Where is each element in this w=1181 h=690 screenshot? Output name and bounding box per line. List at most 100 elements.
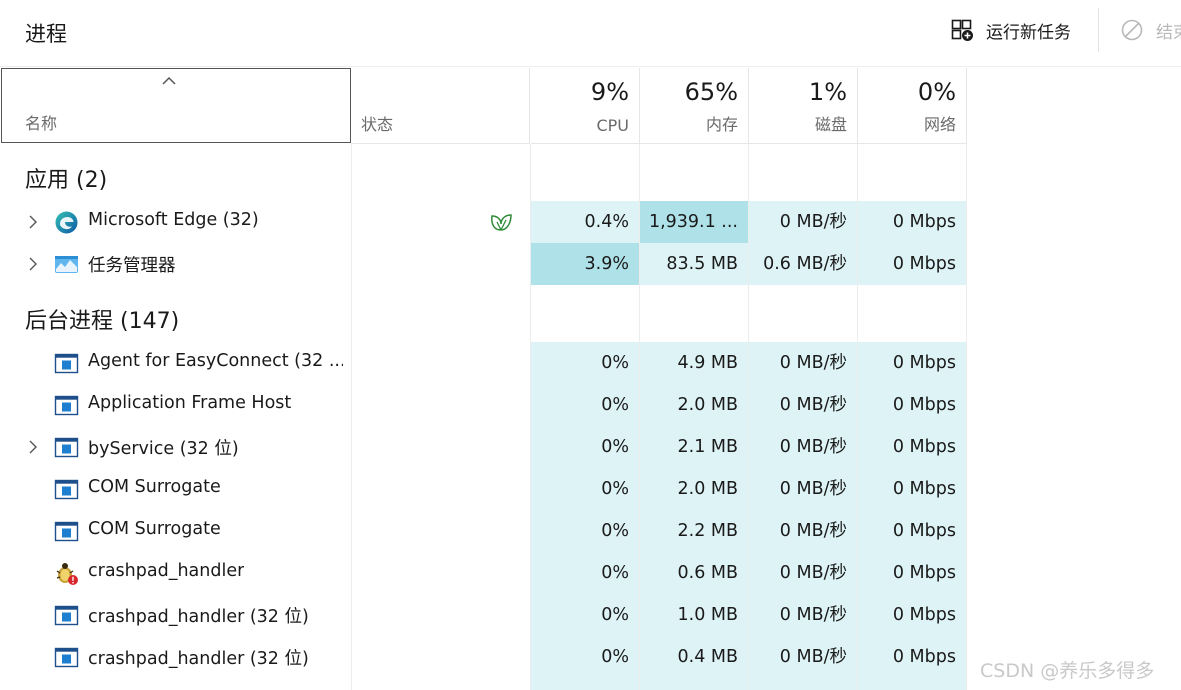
disk-cell: 0 MB/秒 bbox=[749, 201, 857, 243]
cpu-cell: 0% bbox=[601, 605, 629, 625]
column-divider bbox=[748, 144, 749, 690]
column-header-status-label: 状态 bbox=[361, 115, 394, 134]
bug-icon bbox=[56, 563, 78, 585]
page-title: 进程 bbox=[25, 22, 67, 46]
process-name: crashpad_handler (32 位) bbox=[88, 607, 309, 627]
memory-cell: 1,939.1 ... bbox=[640, 201, 748, 243]
column-header-disk-label: 磁盘 bbox=[814, 115, 847, 134]
toolbar-divider bbox=[1098, 8, 1099, 52]
network-cell: 0 Mbps bbox=[892, 647, 956, 667]
column-header-network[interactable]: 0% 网络 bbox=[858, 68, 967, 144]
network-cell: 0 Mbps bbox=[892, 563, 956, 583]
column-divider bbox=[530, 144, 531, 690]
column-header-network-label: 网络 bbox=[923, 115, 956, 134]
memory-cell: 0.4 MB bbox=[677, 647, 739, 667]
column-divider bbox=[966, 144, 967, 690]
cpu-cell: 0% bbox=[601, 395, 629, 415]
watermark: CSDN @养乐多得多 bbox=[980, 660, 1155, 682]
column-header-disk[interactable]: 1% 磁盘 bbox=[749, 68, 858, 144]
process-row[interactable]: COM Surrogate 0% 2.2 MB 0 MB/秒 0 Mbps bbox=[0, 510, 1181, 552]
group-header-background[interactable]: 后台进程 (147) bbox=[25, 309, 180, 334]
window-app-icon bbox=[54, 647, 79, 668]
disk-cell: 0.6 MB/秒 bbox=[749, 243, 857, 285]
run-new-task-button[interactable]: 运行新任务 bbox=[950, 16, 1071, 44]
disk-cell: 0 MB/秒 bbox=[779, 437, 847, 457]
group-header-apps[interactable]: 应用 (2) bbox=[25, 168, 108, 193]
disk-cell: 0 MB/秒 bbox=[779, 353, 847, 373]
memory-column-heat bbox=[640, 342, 748, 690]
column-header-cpu-label: CPU bbox=[596, 116, 629, 135]
column-divider bbox=[857, 144, 858, 690]
disk-cell: 0 MB/秒 bbox=[779, 521, 847, 541]
cpu-cell: 0% bbox=[601, 521, 629, 541]
window-app-icon bbox=[54, 521, 79, 542]
network-cell: 0 Mbps bbox=[892, 395, 956, 415]
column-header-name-label: 名称 bbox=[25, 114, 58, 133]
process-row[interactable]: crashpad_handler (32 位) 0% 1.0 MB 0 MB/秒… bbox=[0, 594, 1181, 636]
process-row[interactable]: COM Surrogate 0% 2.0 MB 0 MB/秒 0 Mbps bbox=[0, 468, 1181, 510]
chevron-right-icon[interactable] bbox=[27, 439, 39, 455]
end-task-button[interactable]: 结束 bbox=[1120, 16, 1181, 44]
network-cell: 0 Mbps bbox=[858, 243, 966, 285]
efficiency-leaf-icon bbox=[491, 214, 512, 231]
network-total-percent: 0% bbox=[917, 78, 956, 106]
process-row[interactable]: crashpad_handler 0% 0.6 MB 0 MB/秒 0 Mbps bbox=[0, 552, 1181, 594]
task-manager-icon bbox=[55, 256, 78, 273]
column-header-status[interactable]: 状态 bbox=[351, 68, 530, 144]
memory-cell: 0.6 MB bbox=[677, 563, 739, 583]
window-app-icon bbox=[54, 437, 79, 458]
cpu-cell: 0% bbox=[601, 437, 629, 457]
process-row[interactable]: Microsoft Edge (32) 0.4% 1,939.1 ... 0 M… bbox=[0, 201, 1181, 243]
column-header-memory[interactable]: 65% 内存 bbox=[640, 68, 749, 144]
chevron-right-icon[interactable] bbox=[27, 214, 39, 230]
process-row[interactable]: Agent for EasyConnect (32 ... 0% 4.9 MB … bbox=[0, 342, 1181, 384]
column-header-name[interactable]: 名称 bbox=[1, 68, 351, 143]
window-app-icon bbox=[54, 605, 79, 626]
end-task-label: 结束 bbox=[1156, 22, 1181, 43]
sort-ascending-icon bbox=[162, 76, 176, 85]
process-name: byService (32 位) bbox=[88, 439, 239, 459]
disk-column-heat bbox=[749, 342, 857, 690]
column-divider bbox=[351, 144, 352, 690]
edge-icon bbox=[55, 211, 78, 234]
process-row[interactable]: Application Frame Host 0% 2.0 MB 0 MB/秒 … bbox=[0, 384, 1181, 426]
network-cell: 0 Mbps bbox=[892, 437, 956, 457]
column-header-memory-label: 内存 bbox=[705, 115, 738, 134]
process-row[interactable]: 任务管理器 3.9% 83.5 MB 0.6 MB/秒 0 Mbps bbox=[0, 243, 1181, 285]
network-cell: 0 Mbps bbox=[892, 353, 956, 373]
cpu-cell: 0% bbox=[601, 479, 629, 499]
window-app-icon bbox=[54, 395, 79, 416]
process-name: Application Frame Host bbox=[88, 393, 292, 413]
cpu-cell: 0% bbox=[601, 353, 629, 373]
cpu-cell: 0.4% bbox=[531, 201, 639, 243]
process-row[interactable]: crashpad_handler (32 位) 0% 0.4 MB 0 MB/秒… bbox=[0, 636, 1181, 678]
cpu-cell: 0% bbox=[601, 647, 629, 667]
memory-cell: 2.1 MB bbox=[677, 437, 739, 457]
process-name: 任务管理器 bbox=[88, 256, 176, 276]
chevron-right-icon[interactable] bbox=[27, 256, 39, 272]
column-divider bbox=[639, 144, 640, 690]
memory-total-percent: 65% bbox=[684, 78, 738, 106]
window-app-icon bbox=[54, 353, 79, 374]
block-icon bbox=[1121, 19, 1143, 41]
cpu-cell: 3.9% bbox=[531, 243, 639, 285]
command-bar: 进程 运行新任务 结束 bbox=[0, 0, 1181, 67]
window-app-icon bbox=[54, 479, 79, 500]
disk-cell: 0 MB/秒 bbox=[779, 563, 847, 583]
memory-cell: 2.0 MB bbox=[677, 479, 739, 499]
process-row[interactable]: byService (32 位) 0% 2.1 MB 0 MB/秒 0 Mbps bbox=[0, 426, 1181, 468]
cpu-cell: 0% bbox=[601, 563, 629, 583]
network-cell: 0 Mbps bbox=[892, 521, 956, 541]
process-name: COM Surrogate bbox=[88, 519, 221, 539]
memory-cell: 1.0 MB bbox=[677, 605, 739, 625]
process-name: Agent for EasyConnect (32 ... bbox=[88, 351, 343, 371]
memory-cell: 2.0 MB bbox=[677, 395, 739, 415]
column-header-cpu[interactable]: 9% CPU bbox=[531, 68, 640, 144]
network-column-heat bbox=[858, 342, 966, 690]
memory-cell: 4.9 MB bbox=[677, 353, 739, 373]
disk-cell: 0 MB/秒 bbox=[779, 605, 847, 625]
process-name: crashpad_handler (32 位) bbox=[88, 649, 309, 669]
disk-total-percent: 1% bbox=[808, 78, 847, 106]
process-name: Microsoft Edge (32) bbox=[88, 210, 259, 230]
network-cell: 0 Mbps bbox=[892, 605, 956, 625]
